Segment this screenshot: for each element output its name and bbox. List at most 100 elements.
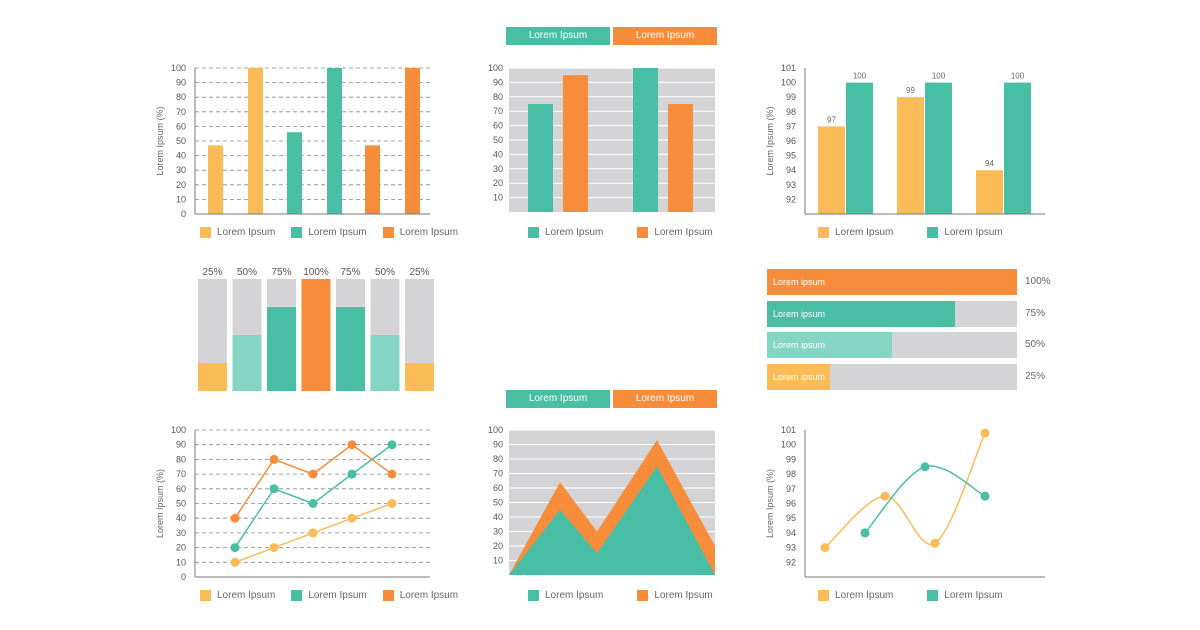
bar (327, 68, 342, 214)
legend-item: Lorem Ipsum (200, 590, 275, 601)
legend-label: Lorem Ipsum (654, 227, 713, 238)
y-tick-label: 60 (176, 121, 186, 131)
data-point (880, 491, 890, 501)
progress-label: Lorem ipsum (773, 340, 826, 350)
data-point (980, 428, 990, 438)
data-point (269, 484, 279, 494)
y-tick-label: 92 (786, 194, 796, 204)
bar (1004, 82, 1031, 214)
chart-8-smooth-line: 92 93 94 95 96 97 98 99 100 101 Lorem Ipsum (%) Lo… (760, 422, 1060, 612)
data-point (860, 528, 870, 538)
tab-1[interactable]: Lorem Ipsum (506, 27, 610, 45)
y-tick-label: 90 (493, 77, 503, 87)
y-tick-label: 60 (176, 484, 186, 494)
y-tick-label: 20 (176, 543, 186, 553)
column-fill (232, 335, 262, 391)
data-point (347, 440, 357, 450)
y-tick-label: 80 (176, 92, 186, 102)
y-tick-label: 20 (176, 180, 186, 190)
bar (846, 82, 873, 214)
chart-8-plot: 92 93 94 95 96 97 98 99 100 101 Lorem Ipsum (%) (765, 425, 1045, 578)
y-tick-label: 100 (171, 63, 186, 73)
y-tick-label: 99 (786, 92, 796, 102)
y-tick-label: 100 (781, 78, 796, 88)
progress-fill (767, 301, 955, 327)
y-tick-label: 100 (171, 425, 186, 435)
legend-swatch (291, 590, 303, 601)
tab-2[interactable]: Lorem Ipsum (613, 27, 717, 45)
y-tick-label: 99 (786, 454, 796, 464)
progress-label: Lorem ipsum (773, 277, 826, 287)
data-point (269, 543, 279, 553)
y-tick-label: 50 (493, 135, 503, 145)
data-label: 99 (906, 86, 915, 95)
y-tick-label: 30 (493, 164, 503, 174)
chart-4-percent-columns: 25% 50% 75% 100% 75% 50% 25% (190, 262, 450, 397)
column-fill (198, 363, 227, 391)
y-tick-label: 0 (181, 209, 186, 219)
legend-swatch (818, 590, 829, 601)
bar (563, 75, 588, 212)
data-point (230, 543, 240, 553)
legend-item: Lorem Ipsum (291, 590, 367, 601)
data-point (308, 469, 318, 479)
tab-1[interactable]: Lorem Ipsum (506, 390, 610, 408)
progress-percent: 50% (1025, 339, 1046, 350)
chart-2-legend: Lorem Ipsum Lorem Ipsum (528, 227, 729, 238)
progress-percent: 75% (1025, 308, 1046, 319)
chart-8-legend: Lorem Ipsum Lorem Ipsum (818, 590, 1019, 601)
data-point (820, 543, 830, 553)
data-point (308, 499, 318, 508)
data-point (387, 499, 397, 508)
chart-2-bar: 10 20 30 40 50 60 70 80 90 100 Lorem Ipsum Lorem … (480, 60, 730, 250)
y-axis-label: Lorem Ipsum (%) (155, 106, 165, 175)
y-tick-label: 100 (781, 440, 796, 450)
chart-1-plot: 0 10 20 30 40 50 60 70 80 90 100 Lorem Ipsum (%) (155, 63, 430, 219)
y-tick-label: 30 (176, 165, 186, 175)
y-tick-label: 90 (176, 78, 186, 88)
legend-swatch (200, 590, 211, 601)
legend-item: Lorem Ipsum (818, 227, 893, 238)
chart-3-legend: Lorem Ipsum Lorem Ipsum (818, 227, 1019, 238)
y-tick-label: 40 (493, 149, 503, 159)
y-axis-label: Lorem Ipsum (%) (765, 106, 775, 175)
y-tick-label: 70 (493, 469, 503, 479)
percent-label: 50% (375, 267, 395, 278)
legend-label: Lorem Ipsum (545, 590, 604, 601)
data-point (387, 440, 397, 450)
legend-swatch (382, 590, 394, 601)
tab-2[interactable]: Lorem Ipsum (613, 390, 717, 408)
y-tick-label: 93 (786, 180, 796, 190)
data-label: 100 (932, 72, 946, 81)
y-tick-label: 10 (176, 557, 186, 567)
y-axis-label: Lorem Ipsum (%) (765, 469, 775, 538)
legend-item: Lorem Ipsum (528, 227, 603, 238)
progress-label: Lorem ipsum (773, 372, 826, 382)
chart-4-plot: 25% 50% 75% 100% 75% 50% 25% (198, 267, 434, 391)
data-point (980, 491, 990, 501)
column-fill (267, 307, 296, 391)
legend-item: Lorem Ipsum (637, 227, 713, 238)
legend-label: Lorem Ipsum (217, 590, 276, 601)
y-tick-label: 50 (176, 136, 186, 146)
percent-label: 75% (271, 267, 291, 278)
percent-label: 50% (237, 267, 257, 278)
y-tick-label: 100 (488, 63, 503, 73)
y-tick-label: 98 (786, 107, 796, 117)
chart-7-legend: Lorem Ipsum Lorem Ipsum (528, 590, 729, 601)
legend-item: Lorem Ipsum (818, 590, 893, 601)
bar (925, 82, 952, 214)
y-tick-label: 96 (786, 499, 796, 509)
bar (365, 145, 380, 214)
y-tick-label: 92 (786, 557, 796, 567)
bar (818, 126, 845, 214)
data-point (347, 513, 357, 523)
chart-2-tabs: Lorem Ipsum Lorem Ipsum (506, 27, 720, 45)
y-tick-label: 10 (176, 194, 186, 204)
legend-swatch (818, 227, 829, 238)
y-tick-label: 93 (786, 543, 796, 553)
bar (976, 170, 1003, 214)
data-point (920, 462, 930, 472)
legend-item: Lorem Ipsum (382, 590, 458, 601)
legend-label: Lorem Ipsum (308, 590, 367, 601)
